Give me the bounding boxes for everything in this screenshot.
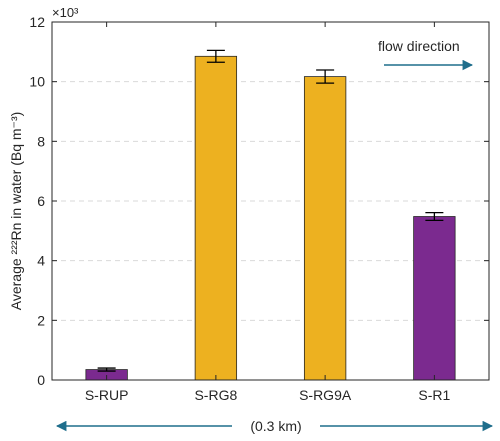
error-bars (97, 49, 444, 372)
flow-direction-label: flow direction (378, 38, 460, 54)
y-tick-label: 2 (37, 312, 45, 328)
y-tick-label: 10 (29, 74, 45, 90)
y-tick-label: 12 (29, 14, 45, 30)
x-tick-label: S-R1 (418, 387, 450, 403)
y-axis-exponent: ×10³ (52, 5, 79, 20)
distance-label: (0.3 km) (250, 418, 301, 434)
y-axis-ticks: 0 2 4 6 8 10 12 (29, 14, 489, 388)
y-tick-label: 4 (37, 253, 45, 269)
y-tick-label: 0 (37, 372, 45, 388)
x-tick-label: S-RG9A (299, 387, 352, 403)
x-tick-label: S-RG8 (194, 387, 237, 403)
error-bar-s-rg9a (316, 69, 335, 84)
y-tick-label: 8 (37, 133, 45, 149)
error-bar-s-r1 (425, 211, 444, 222)
bar-s-r1 (413, 216, 456, 381)
x-axis-ticks: S-RUP S-RG8 S-RG9A S-R1 (85, 22, 451, 403)
error-bar-s-rg8 (206, 49, 225, 63)
y-axis-label: Average ²²²Rn in water (Bq m⁻³) (8, 112, 24, 311)
bar-s-rg9a (303, 76, 347, 381)
bars (85, 55, 456, 381)
bar-s-rg8 (194, 55, 238, 381)
error-bar-s-rup (97, 367, 116, 372)
x-tick-label: S-RUP (85, 387, 129, 403)
y-tick-label: 6 (37, 193, 45, 209)
